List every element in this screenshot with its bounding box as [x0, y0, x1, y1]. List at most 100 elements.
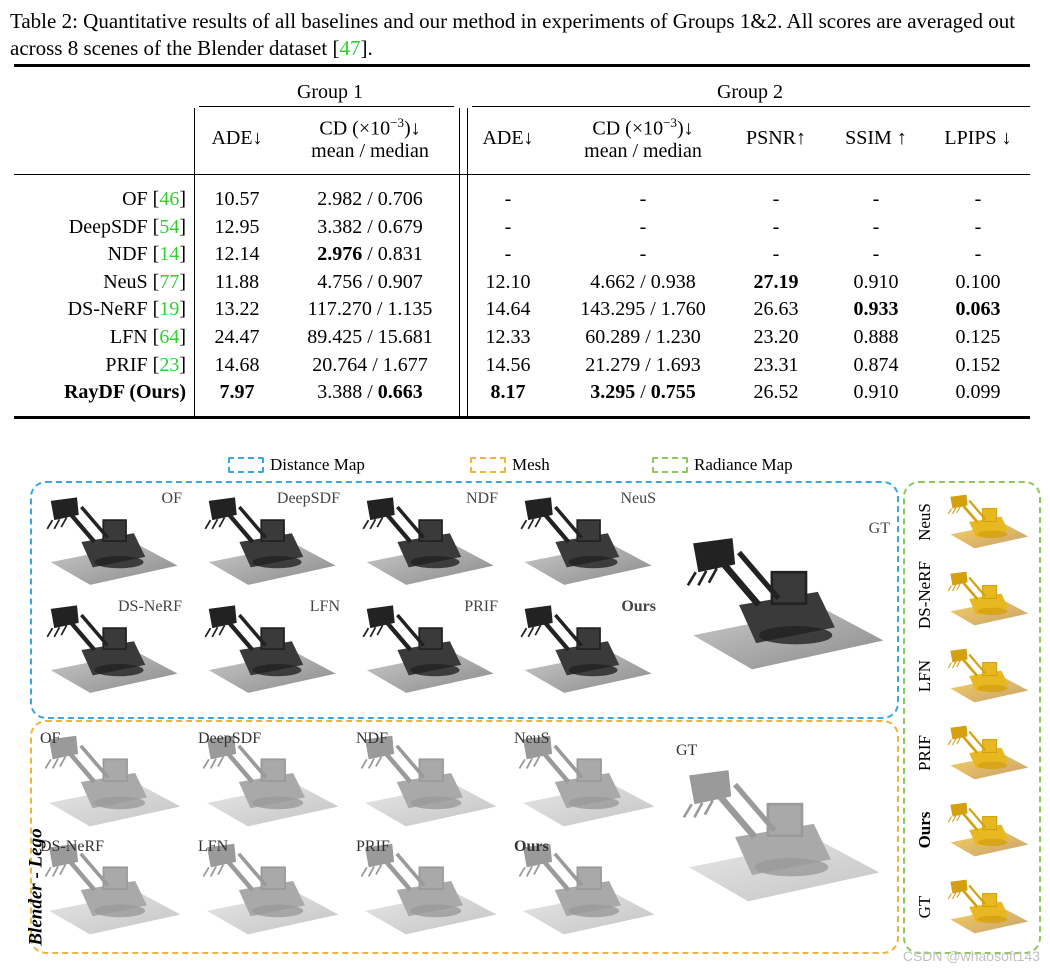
- cell-lpips: -: [974, 243, 982, 266]
- distance-map-deepsdf: DeepSDF: [200, 490, 340, 594]
- excavator-render: [202, 843, 339, 935]
- watermark: CSDN @whaosoft143: [902, 948, 1040, 964]
- cell-psnr: -: [772, 188, 780, 210]
- cell-ade-g1: 14.68: [214, 353, 260, 376]
- thumb-label: PRIF: [356, 838, 390, 855]
- cell-lpips: 0.099: [955, 381, 1001, 404]
- thumb-label: Ours: [621, 598, 656, 615]
- thumb-label: NeuS: [620, 490, 656, 507]
- cell-ssim: -: [872, 215, 880, 238]
- legend-radiance: Radiance Map: [652, 455, 793, 475]
- excavator-render: [46, 497, 178, 585]
- col-cd-g2: CD (×10−3)↓: [592, 115, 694, 140]
- group1-underline: [199, 106, 454, 107]
- cell-ade-g1: 7.97: [219, 381, 255, 404]
- cell-cd-g2: 3.295 / 0.755: [590, 381, 696, 404]
- thumb-label: LFN: [198, 838, 229, 855]
- cell-psnr: -: [772, 243, 780, 266]
- radiance-label: Ours: [915, 811, 934, 849]
- excavator-render: [947, 571, 1029, 626]
- mesh-ds-nerf: DS-NeRF: [40, 838, 185, 942]
- cell-lpips: 0.152: [955, 353, 1001, 376]
- excavator-render: [518, 735, 655, 827]
- cell-cd-g1: 89.425 / 15.681: [307, 326, 433, 348]
- cell-cd-g1: 4.756 / 0.907: [317, 270, 423, 293]
- excavator-render: [204, 497, 336, 585]
- cell-ade-g2: -: [504, 215, 512, 238]
- cell-lpips: 0.100: [955, 270, 1001, 293]
- table-top-rule: [14, 64, 1030, 67]
- cell-ssim: 0.888: [853, 326, 899, 348]
- table-bottom-rule: [14, 416, 1030, 419]
- excavator-render: [44, 735, 181, 827]
- table-header-rule: [14, 174, 1030, 175]
- cell-ssim: 0.910: [853, 381, 899, 404]
- row-method-name: DS-NeRF [19]: [67, 298, 186, 321]
- col-cd-g1: CD (×10−3)↓: [319, 115, 421, 140]
- cell-cd-g1: 3.388 / 0.663: [317, 381, 423, 404]
- mesh-ndf: NDF: [356, 730, 501, 834]
- thumb-label: PRIF: [464, 598, 498, 615]
- row-method-name: PRIF [23]: [105, 353, 186, 376]
- mesh-ours: Ours: [514, 838, 659, 942]
- mesh-gt: GT: [676, 742, 886, 932]
- row-method-name: RayDF (Ours): [63, 381, 186, 404]
- cell-cd-g1: 2.982 / 0.706: [317, 188, 423, 210]
- radiance-ds-nerf: [945, 563, 1031, 635]
- row-method-name: OF [46]: [122, 188, 186, 210]
- radiance-label: NeuS: [915, 503, 934, 541]
- legend-swatch: [652, 457, 688, 473]
- row-method-name: NDF [14]: [107, 243, 186, 266]
- table-vline: [467, 108, 468, 416]
- group1-header: Group 1: [296, 81, 364, 103]
- cell-psnr: 27.19: [753, 270, 799, 293]
- radiance-label: PRIF: [915, 735, 934, 771]
- cell-ade-g2: 14.64: [485, 298, 531, 321]
- excavator-render: [44, 843, 181, 935]
- row-method-name: LFN [64]: [109, 326, 186, 348]
- cell-cd-g1: 20.764 / 1.677: [312, 353, 428, 376]
- col-lpips: LPIPS ↓: [944, 127, 1012, 149]
- cell-cd-g2: 21.279 / 1.693: [585, 353, 701, 376]
- cell-ade-g1: 12.14: [214, 243, 260, 266]
- excavator-render: [202, 735, 339, 827]
- cell-cd-g1: 117.270 / 1.135: [307, 298, 433, 321]
- cell-ssim: 0.933: [853, 298, 899, 321]
- cell-cd-g2: -: [639, 188, 647, 210]
- row-method-name: DeepSDF [54]: [68, 215, 186, 238]
- group2-underline: [472, 106, 1030, 107]
- cell-ade-g1: 24.47: [214, 326, 260, 348]
- cell-ssim: -: [872, 243, 880, 266]
- excavator-render: [46, 605, 178, 693]
- col-cd-g1-sub: mean / median: [311, 140, 429, 162]
- cell-ade-g2: 12.10: [485, 270, 531, 293]
- excavator-render: [204, 605, 336, 693]
- cell-lpips: 0.063: [955, 298, 1001, 321]
- radiance-ours: [945, 794, 1031, 866]
- distance-map-ours: Ours: [516, 598, 656, 702]
- cell-ade-g1: 10.57: [214, 188, 260, 210]
- distance-map-lfn: LFN: [200, 598, 340, 702]
- excavator-render: [520, 497, 652, 585]
- excavator-render: [362, 605, 494, 693]
- radiance-lfn: [945, 640, 1031, 712]
- excavator-render: [947, 802, 1029, 857]
- cell-ade-g2: 12.33: [485, 326, 531, 348]
- cell-lpips: 0.125: [955, 326, 1001, 348]
- legend-swatch: [470, 457, 506, 473]
- thumb-label: DS-NeRF: [117, 598, 182, 615]
- distance-map-prif: PRIF: [358, 598, 498, 702]
- legend-distance: Distance Map: [228, 455, 365, 475]
- mesh-neus: NeuS: [514, 730, 659, 834]
- thumb-label: GT: [676, 742, 698, 759]
- thumb-label: GT: [868, 520, 890, 537]
- cell-ssim: 0.874: [853, 353, 899, 376]
- cell-cd-g2: 143.295 / 1.760: [580, 298, 706, 321]
- cell-ade-g1: 12.95: [214, 215, 260, 238]
- mesh-lfn: LFN: [198, 838, 343, 942]
- cell-cd-g2: 60.289 / 1.230: [585, 326, 701, 348]
- distance-map-of: OF: [42, 490, 182, 594]
- cell-ade-g2: -: [504, 243, 512, 266]
- distance-map-ds-nerf: DS-NeRF: [42, 598, 182, 702]
- side-label: Blender - Lego: [25, 828, 47, 946]
